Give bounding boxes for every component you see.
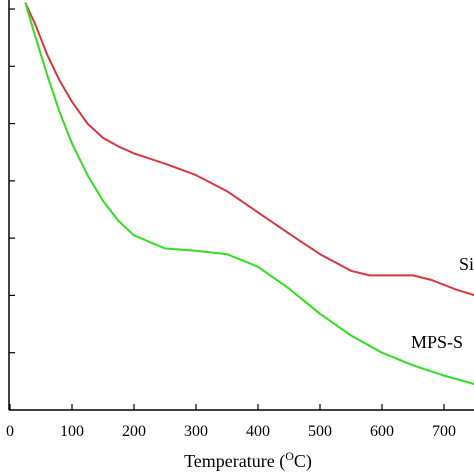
x-tick-label: 100 bbox=[60, 423, 84, 440]
series-line-mps-s bbox=[24, 2, 474, 385]
x-axis-title-sup: O bbox=[285, 449, 294, 463]
x-tick-label: 600 bbox=[370, 423, 394, 440]
x-axis-title: Temperature (OC) bbox=[184, 449, 312, 472]
series-label-si: Si bbox=[459, 254, 474, 274]
x-tick-label: 700 bbox=[432, 423, 456, 440]
series-layer bbox=[24, 2, 474, 385]
x-tick-label: 200 bbox=[122, 423, 146, 440]
x-tick-label: 500 bbox=[308, 423, 332, 440]
series-label-mps-s: MPS-S bbox=[411, 332, 463, 352]
x-tick-label: 0 bbox=[6, 423, 14, 440]
series-line-si bbox=[24, 2, 474, 297]
x-tick-label: 400 bbox=[246, 423, 270, 440]
axes-layer bbox=[8, 0, 474, 411]
x-axis-title-prefix: Temperature ( bbox=[184, 451, 285, 472]
x-tick-label: 300 bbox=[184, 423, 208, 440]
label-layer: 0 100 200 300 400 500 600 700 Si MPS-S bbox=[6, 254, 474, 440]
x-axis-title-suffix: C) bbox=[294, 451, 312, 472]
